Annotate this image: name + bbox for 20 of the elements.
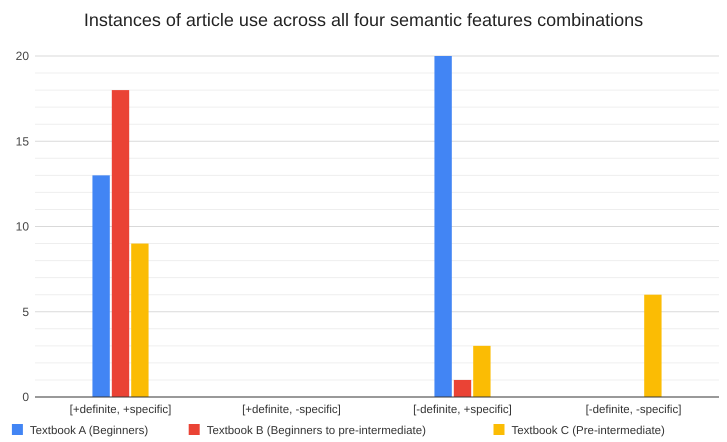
- y-tick-label: 15: [16, 134, 30, 148]
- bar: [473, 346, 491, 397]
- x-tick-label: [+definite, -specific]: [242, 404, 341, 416]
- bar: [92, 175, 110, 397]
- x-tick-label: [+definite, +specific]: [70, 404, 172, 416]
- bar: [454, 380, 472, 397]
- legend-label: Textbook C (Pre-intermediate): [512, 425, 666, 437]
- x-tick-label: [-definite, +specific]: [413, 404, 512, 416]
- legend-label: Textbook B (Beginners to pre-intermediate): [206, 425, 426, 437]
- bar: [131, 244, 149, 397]
- y-tick-label: 20: [16, 49, 30, 64]
- legend-label: Textbook A (Beginners): [30, 425, 148, 437]
- bar: [112, 90, 130, 397]
- chart-title: Instances of article use across all four semantic features combinations: [84, 10, 644, 30]
- y-tick-label: 5: [22, 304, 30, 319]
- y-tick-label: 10: [16, 220, 30, 234]
- y-tick-label: 0: [22, 390, 30, 404]
- x-tick-label: [-definite, -specific]: [586, 404, 682, 416]
- bar: [434, 56, 452, 397]
- bar: [644, 294, 662, 397]
